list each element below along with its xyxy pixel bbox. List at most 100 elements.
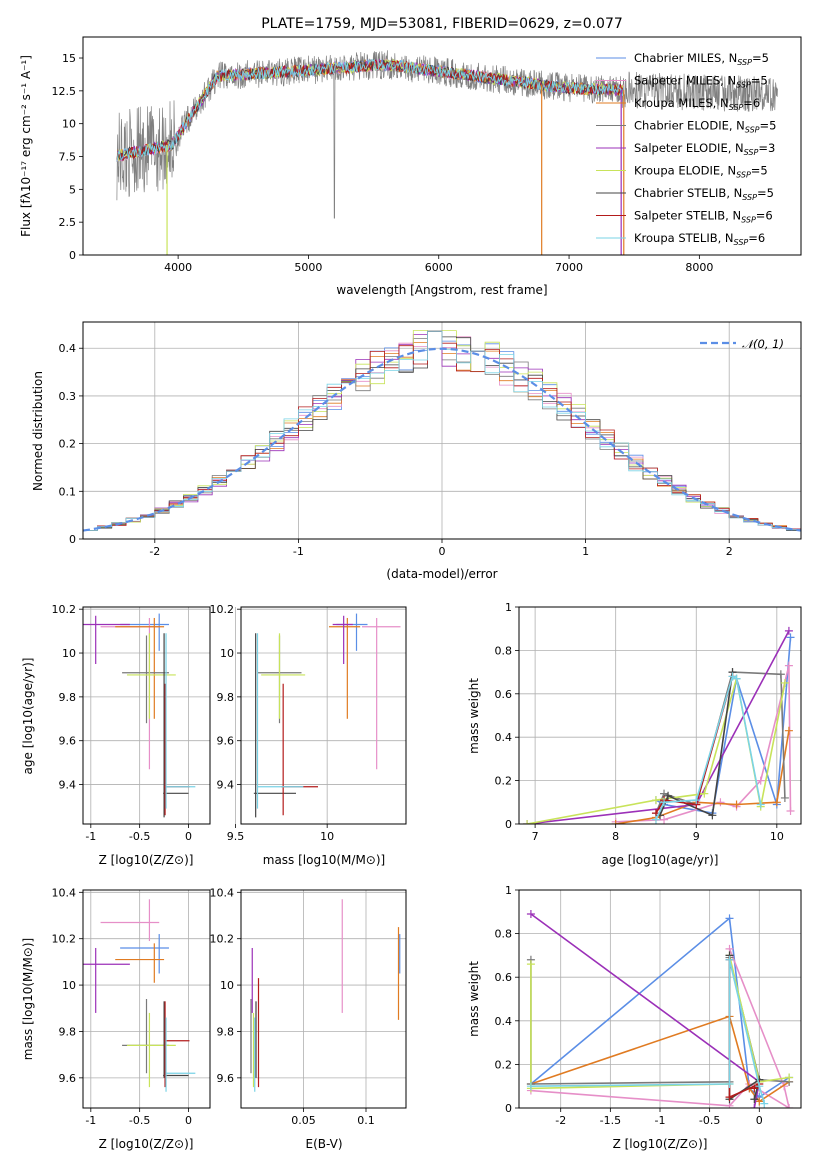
x-tick-label: 5000 bbox=[294, 261, 322, 274]
legend-ssp-subscript: SSP bbox=[741, 216, 756, 225]
legend-n-prefix: , N bbox=[729, 119, 745, 133]
y-tick-label: 0 bbox=[505, 1102, 512, 1115]
error-bar-point bbox=[115, 617, 165, 719]
axes-frame bbox=[82, 36, 802, 256]
error-bar-point bbox=[122, 635, 169, 724]
weight-marker bbox=[785, 1073, 794, 1082]
weight-marker bbox=[708, 811, 717, 820]
weight-marker bbox=[750, 1095, 759, 1104]
weight-marker bbox=[750, 1084, 759, 1093]
weight-marker bbox=[732, 800, 741, 809]
weight-series bbox=[526, 955, 769, 1108]
weight-marker bbox=[756, 776, 765, 785]
x-tick-label: 0 bbox=[439, 545, 446, 558]
error-bar-point bbox=[83, 615, 130, 664]
weight-marker bbox=[786, 806, 795, 815]
y-tick-label: 7.5 bbox=[59, 151, 77, 164]
y-tick-label: 2.5 bbox=[59, 216, 77, 229]
legend-n-prefix: , N bbox=[713, 96, 729, 110]
weight-marker bbox=[700, 789, 709, 798]
error-bar-point bbox=[120, 934, 169, 974]
y-tick-label: 9.8 bbox=[217, 691, 235, 704]
x-tick-label: 6000 bbox=[425, 261, 453, 274]
y-tick-label: 9.4 bbox=[59, 779, 77, 792]
weight-line bbox=[615, 730, 790, 824]
weight-series bbox=[611, 726, 793, 824]
x-tick-label: 10 bbox=[320, 830, 334, 843]
x-tick-label: -1 bbox=[293, 545, 304, 558]
weight-marker bbox=[784, 626, 793, 635]
axes-frame bbox=[82, 321, 802, 540]
plot-area bbox=[116, 50, 778, 255]
plot-area bbox=[523, 626, 795, 824]
y-tick-label: 0.3 bbox=[59, 390, 77, 403]
y-tick-label: 0.4 bbox=[495, 731, 513, 744]
x-tick-label: 0 bbox=[756, 1114, 763, 1127]
weight-series bbox=[651, 672, 765, 824]
x-tick-label: 9.5 bbox=[227, 830, 245, 843]
weight-marker bbox=[776, 670, 785, 679]
axes-mass-vs-z: -1 -0.5 0 9.6 9.8 10 10.2 10.4 bbox=[52, 886, 211, 1127]
legend-nssp-value: =6 bbox=[743, 96, 760, 110]
y-axis-label: mass [log10(M/M⊙)] bbox=[21, 938, 35, 1060]
x-tick-label: 8 bbox=[612, 830, 619, 843]
legend-model-name: Chabrier ELODIE bbox=[634, 119, 729, 133]
x-tick-label: -1.5 bbox=[600, 1114, 621, 1127]
y-tick-label: 10.4 bbox=[210, 886, 235, 899]
weight-marker bbox=[732, 674, 741, 683]
weight-marker bbox=[786, 633, 795, 642]
model-spectrum-line bbox=[116, 59, 624, 162]
y-tick-label: 10.2 bbox=[210, 603, 235, 616]
legend-nssp-value: =5 bbox=[757, 186, 774, 200]
error-bar-point bbox=[120, 613, 169, 651]
x-tick-label: 4000 bbox=[164, 261, 192, 274]
weight-marker bbox=[526, 909, 535, 918]
x-tick-label: -1 bbox=[655, 1114, 666, 1127]
legend-nssp-value: =5 bbox=[751, 74, 768, 88]
x-tick-label: -0.5 bbox=[699, 1114, 720, 1127]
y-tick-label: 0 bbox=[69, 249, 76, 262]
weight-marker bbox=[651, 796, 660, 805]
y-tick-label: 9.6 bbox=[59, 1072, 77, 1085]
weight-marker bbox=[772, 798, 781, 807]
legend-ssp-subscript: SSP bbox=[742, 193, 757, 202]
y-tick-label: 1 bbox=[505, 884, 512, 897]
x-axis-label: wavelength [Angstrom, rest frame] bbox=[336, 283, 547, 297]
y-tick-label: 5 bbox=[69, 183, 76, 196]
weight-marker bbox=[526, 1082, 535, 1091]
weight-marker bbox=[526, 960, 535, 969]
weight-marker bbox=[725, 914, 734, 923]
error-bar-point bbox=[281, 683, 318, 816]
y-tick-label: 10 bbox=[62, 979, 76, 992]
weight-marker bbox=[780, 793, 789, 802]
weight-line bbox=[530, 913, 761, 1108]
legend-model-name: Salpeter ELODIE bbox=[634, 141, 728, 155]
weight-marker bbox=[784, 726, 793, 735]
weight-marker bbox=[664, 791, 673, 800]
y-tick-label: 15 bbox=[62, 52, 76, 65]
error-bar-point bbox=[362, 617, 401, 770]
weight-line bbox=[526, 678, 786, 824]
weight-marker bbox=[660, 798, 669, 807]
axes-frame bbox=[240, 606, 407, 825]
plot-area bbox=[83, 613, 196, 818]
y-tick-label: 1 bbox=[505, 601, 512, 614]
y-tick-label: 0.2 bbox=[495, 1058, 513, 1071]
y-tick-label: 0.6 bbox=[495, 688, 513, 701]
error-bar-point bbox=[332, 615, 353, 664]
weight-line bbox=[655, 671, 786, 814]
x-tick-label: 7000 bbox=[555, 261, 583, 274]
weight-marker bbox=[725, 1093, 734, 1102]
y-tick-label: 12.5 bbox=[52, 85, 77, 98]
weight-marker bbox=[785, 1104, 794, 1108]
legend-ssp-subscript: SSP bbox=[745, 126, 760, 135]
x-axis-label: (data-model)/error bbox=[386, 567, 497, 581]
y-tick-label: 9.8 bbox=[59, 1025, 77, 1038]
legend-ssp-subscript: SSP bbox=[737, 58, 752, 67]
legend-nssp-value: =5 bbox=[751, 164, 768, 178]
model-spectrum-line bbox=[116, 58, 624, 162]
error-bar-point bbox=[256, 633, 304, 809]
y-tick-label: 9.8 bbox=[217, 1025, 235, 1038]
weight-series bbox=[611, 661, 795, 824]
weight-marker bbox=[784, 661, 793, 670]
